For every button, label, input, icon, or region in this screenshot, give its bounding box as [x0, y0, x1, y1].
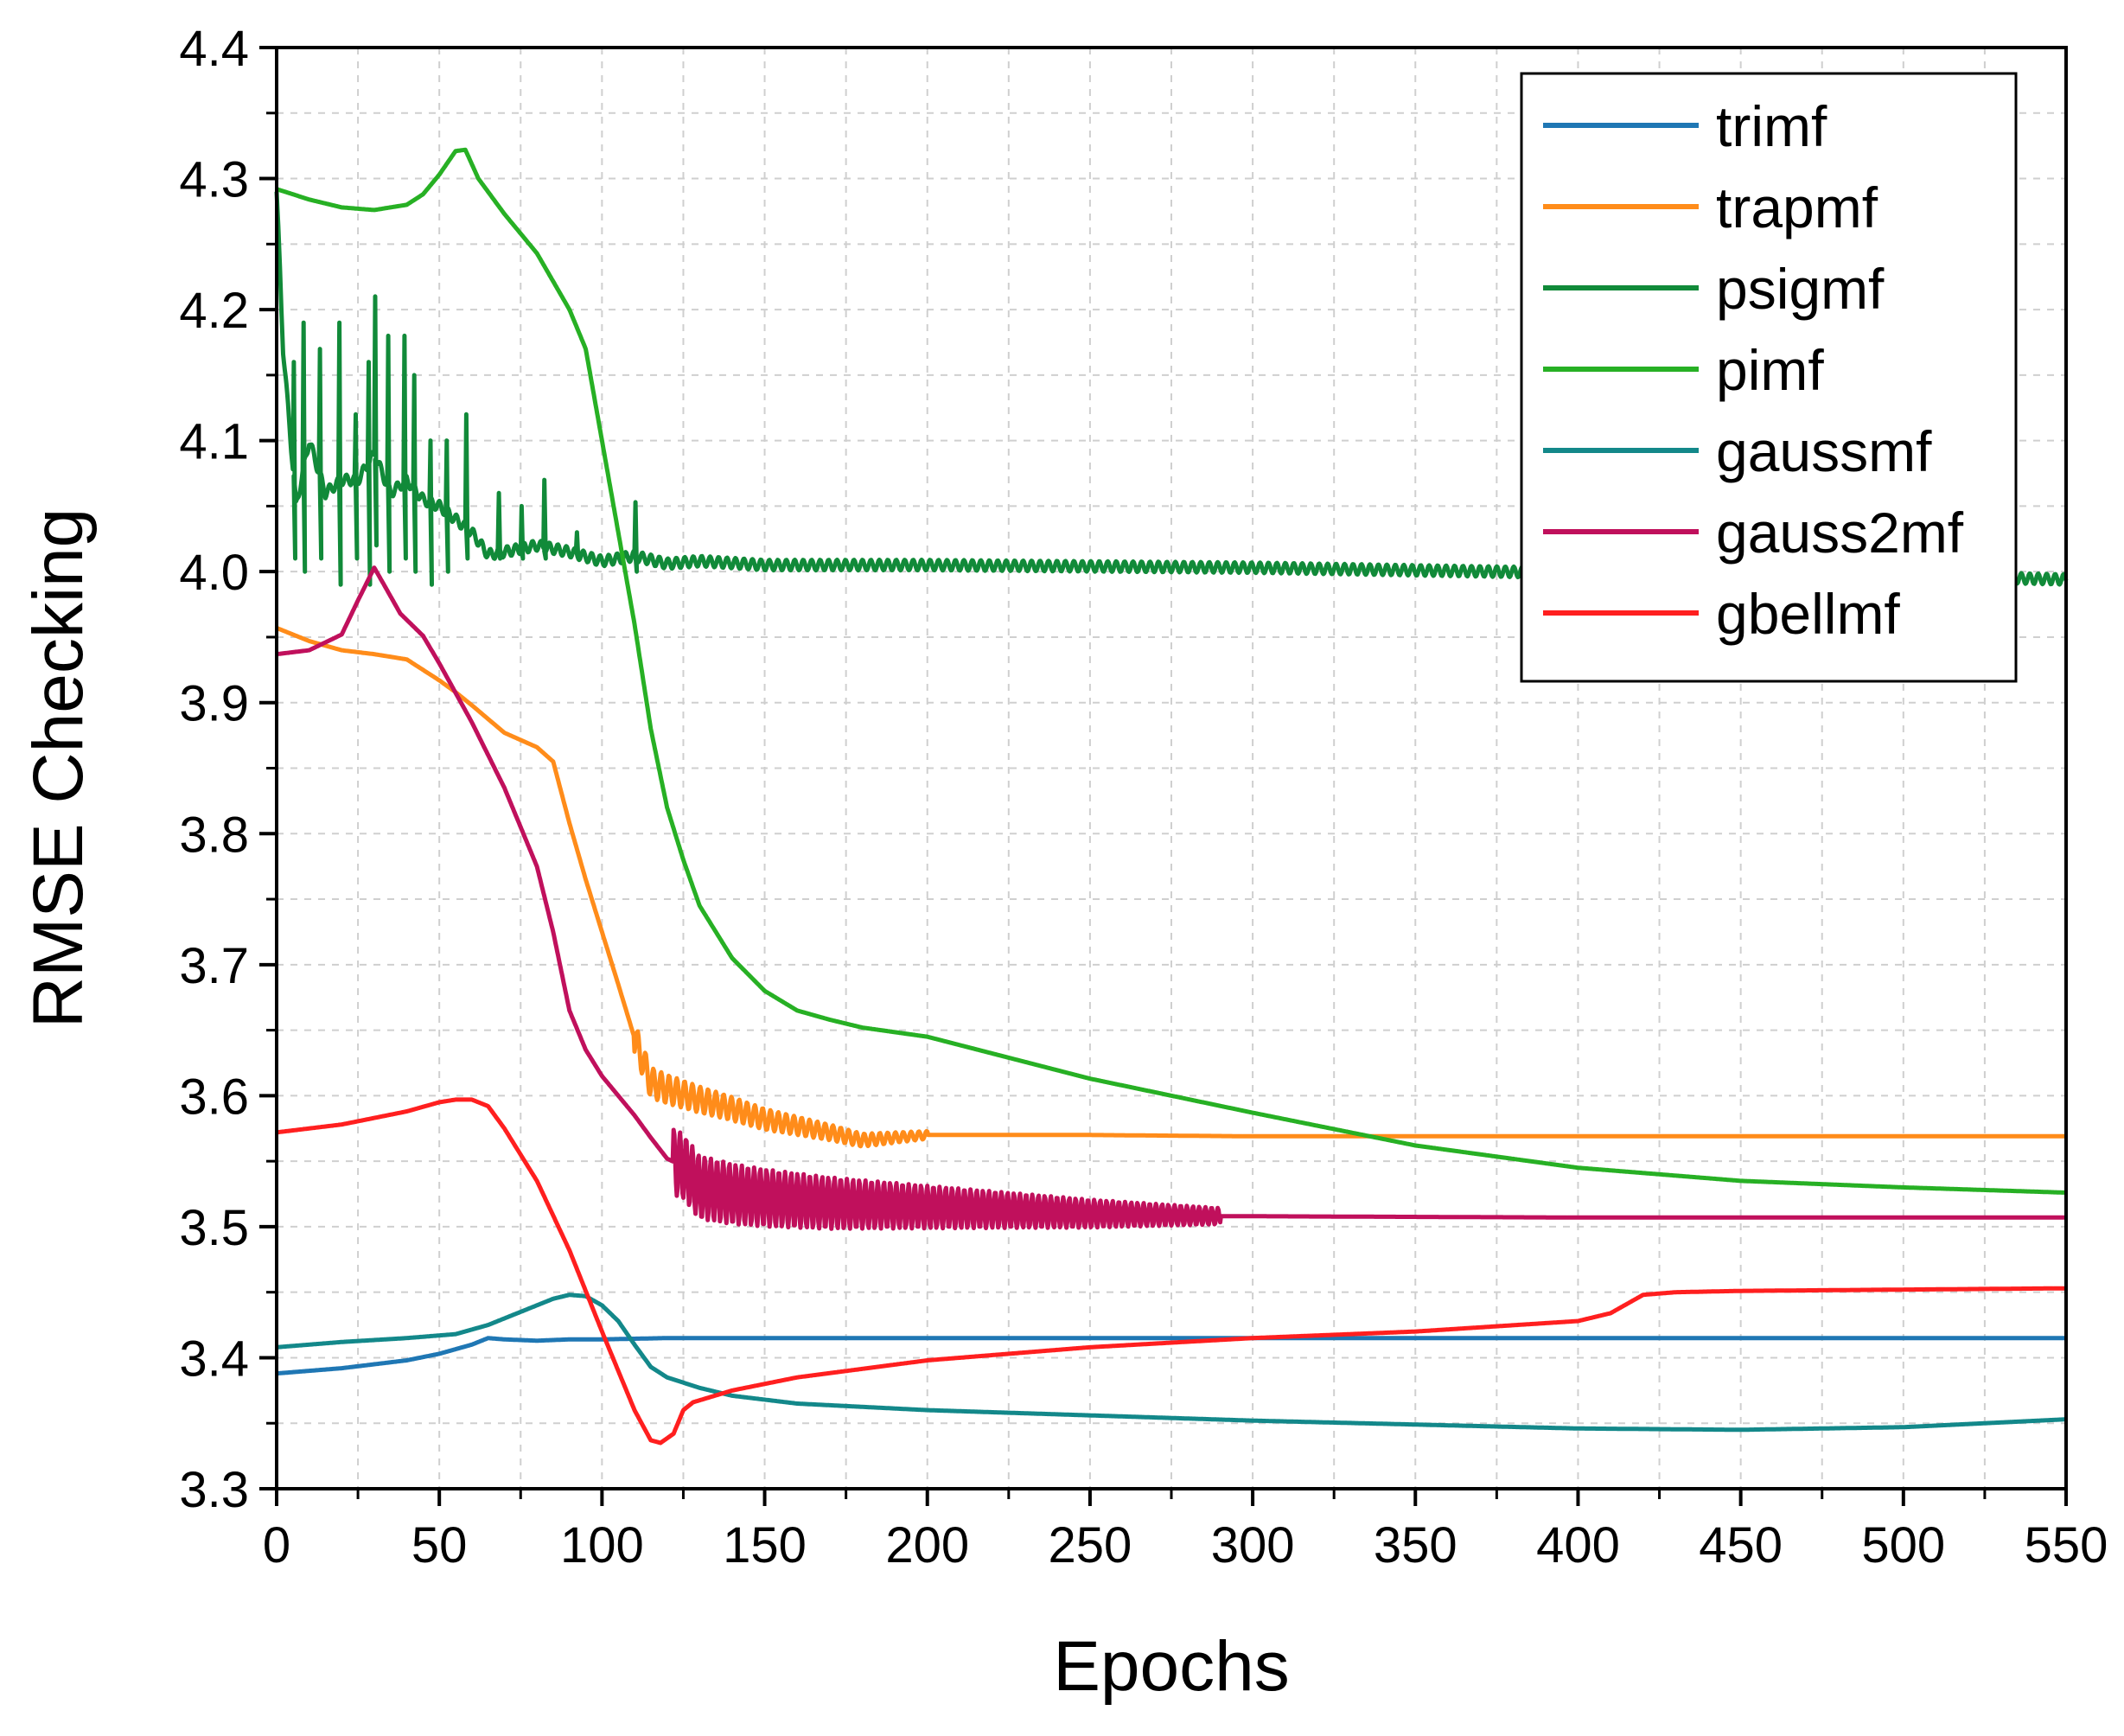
x-tick-label: 150 — [723, 1517, 807, 1573]
axis-ticks — [259, 46, 2068, 1506]
y-axis-title: RMSE Checking — [19, 508, 98, 1029]
x-tick-label: 100 — [560, 1517, 644, 1573]
legend-label-gaussmf: gaussmf — [1716, 419, 1932, 483]
x-tick-label: 200 — [885, 1517, 969, 1573]
x-tick-label: 500 — [1861, 1517, 1945, 1573]
x-tick-label: 300 — [1211, 1517, 1295, 1573]
y-tick-labels: 3.3 3.4 3.5 3.6 3.7 3.8 3.9 4.0 4.1 4.2 4.3 4.4 — [179, 21, 249, 1518]
x-tick-label: 0 — [263, 1517, 290, 1573]
legend-label-trimf: trimf — [1716, 94, 1827, 158]
series-line-trapmf — [275, 626, 2068, 1149]
x-tick-label: 350 — [1374, 1517, 1457, 1573]
x-tick-label: 450 — [1699, 1517, 1783, 1573]
series-line-pimf — [275, 147, 2068, 1195]
y-tick-label: 3.5 — [179, 1200, 249, 1256]
series-line-gbellmf — [275, 1097, 2068, 1446]
legend-box — [1520, 72, 2018, 683]
y-tick-label: 4.0 — [179, 545, 249, 601]
legend: trimf trapmf psigmf pimf gaussmf gauss2mf gbel… — [1520, 72, 2018, 683]
y-tick-label: 3.9 — [179, 676, 249, 732]
series-line-gauss2mf — [275, 565, 2068, 1231]
y-tick-label: 3.8 — [179, 807, 249, 863]
x-tick-label: 400 — [1536, 1517, 1620, 1573]
y-tick-label: 4.3 — [179, 152, 249, 208]
x-tick-label: 550 — [2025, 1517, 2108, 1573]
x-tick-labels: 0 50 100 150 200 250 300 350 400 450 500 550 — [263, 1517, 2108, 1573]
series-lines — [274, 147, 2069, 1446]
legend-label-trapmf: trapmf — [1716, 176, 1878, 239]
x-axis-title: Epochs — [1053, 1627, 1290, 1706]
series-line-trimf — [275, 1336, 2068, 1376]
y-tick-label: 4.1 — [179, 414, 249, 470]
y-tick-label: 3.7 — [179, 938, 249, 994]
y-tick-label: 3.3 — [179, 1462, 249, 1518]
y-tick-label: 4.4 — [179, 21, 249, 77]
legend-label-pimf: pimf — [1716, 338, 1824, 402]
legend-label-psigmf: psigmf — [1716, 257, 1885, 321]
y-tick-label: 3.4 — [179, 1331, 249, 1387]
x-tick-label: 50 — [411, 1517, 468, 1573]
legend-label-gauss2mf: gauss2mf — [1716, 501, 1964, 565]
legend-label-gbellmf: gbellmf — [1716, 582, 1900, 646]
y-tick-label: 4.2 — [179, 283, 249, 339]
y-tick-label: 3.6 — [179, 1069, 249, 1125]
x-tick-label: 250 — [1049, 1517, 1132, 1573]
series-line-gaussmf — [275, 1292, 2068, 1433]
